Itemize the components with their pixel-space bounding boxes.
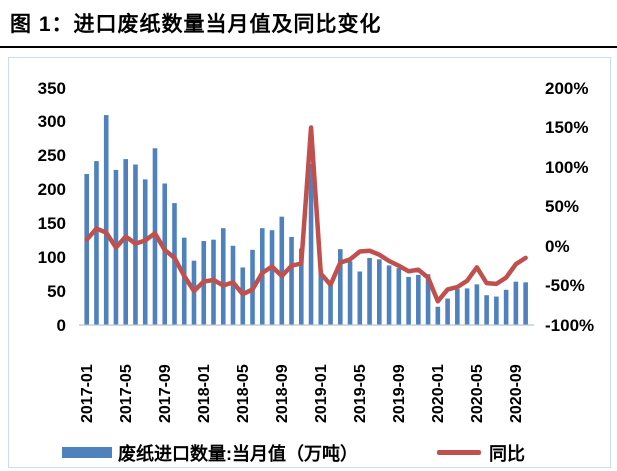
- x-axis-tick-label: 2020-09: [507, 364, 525, 423]
- bar: [103, 115, 109, 325]
- bar: [367, 257, 372, 325]
- right-axis-tick-label: 0%: [545, 236, 570, 256]
- left-axis-tick-label: 0: [56, 315, 66, 335]
- right-axis-tick-label: -100%: [545, 315, 595, 335]
- left-axis-tick-label: 300: [37, 112, 66, 132]
- bar: [142, 179, 148, 325]
- bar: [298, 248, 304, 325]
- x-axis-tick-label: 2017-01: [78, 364, 96, 423]
- right-axis-tick-label: 50%: [545, 197, 580, 216]
- right-axis-tick-label: 100%: [545, 157, 589, 177]
- bar: [308, 163, 314, 325]
- bar: [377, 259, 382, 325]
- bar: [220, 228, 226, 325]
- bar: [386, 265, 392, 325]
- x-axis-tick-label: 2018-01: [195, 364, 213, 423]
- left-axis-tick-label: 50: [47, 281, 66, 301]
- left-axis-tick-label: 200: [37, 180, 66, 200]
- bar: [464, 288, 470, 325]
- bar: [494, 296, 499, 325]
- bar: [406, 276, 411, 325]
- bar: [435, 306, 441, 325]
- bar: [172, 203, 177, 325]
- x-axis-tick-label: 2019-05: [351, 364, 369, 423]
- bar: [318, 270, 324, 325]
- bar: [513, 281, 519, 325]
- yoy-line: [84, 125, 528, 304]
- line-legend-swatch: [437, 450, 481, 455]
- bar: [445, 298, 450, 325]
- left-axis-tick-label: 100: [37, 247, 66, 267]
- bar: [181, 237, 187, 325]
- figure-title: 图 1：进口废纸数量当月值及同比变化: [10, 13, 382, 36]
- bar: [425, 274, 431, 325]
- bar: [338, 249, 343, 325]
- bar: [523, 282, 528, 325]
- x-axis-tick-label: 2020-01: [429, 364, 447, 423]
- x-axis-tick-label: 2018-09: [273, 364, 291, 423]
- bars-legend-swatch: [62, 447, 112, 458]
- bar: [84, 174, 89, 325]
- bar: [279, 216, 285, 325]
- bar: [396, 268, 402, 325]
- x-axis-tick-label: 2019-01: [312, 364, 330, 423]
- bar: [94, 161, 99, 325]
- right-axis-tick-label: 200%: [545, 78, 589, 98]
- x-axis-tick-label: 2019-09: [390, 364, 408, 423]
- bar: [328, 283, 333, 325]
- bar: [162, 183, 168, 325]
- bar: [416, 274, 421, 325]
- bar: [289, 236, 294, 325]
- right-axis-tick-label: -50%: [545, 276, 585, 295]
- left-axis-tick-label: 250: [37, 146, 66, 166]
- bar: [357, 271, 363, 325]
- line-legend-label: 同比: [489, 444, 525, 464]
- x-axis-tick-label: 2017-05: [117, 364, 135, 423]
- x-axis-tick-label: 2020-05: [468, 364, 486, 423]
- bar: [347, 261, 353, 325]
- left-axis-tick-label: 150: [37, 213, 66, 233]
- right-axis-tick-label: 150%: [545, 118, 589, 137]
- x-axis-tick-label: 2017-09: [156, 364, 174, 423]
- bar: [123, 159, 129, 325]
- left-axis-tick-label: 350: [37, 78, 66, 98]
- legend: 废纸进口数量:当月值（万吨） 同比: [0, 438, 617, 468]
- bar: [455, 289, 460, 325]
- bar: [503, 289, 509, 325]
- title-divider: [0, 46, 617, 48]
- bar: [269, 230, 275, 325]
- bar: [484, 295, 489, 325]
- bar: [474, 284, 480, 325]
- x-axis-tick-label: 2018-05: [234, 364, 252, 423]
- bars-legend-label: 废纸进口数量:当月值（万吨）: [118, 444, 358, 464]
